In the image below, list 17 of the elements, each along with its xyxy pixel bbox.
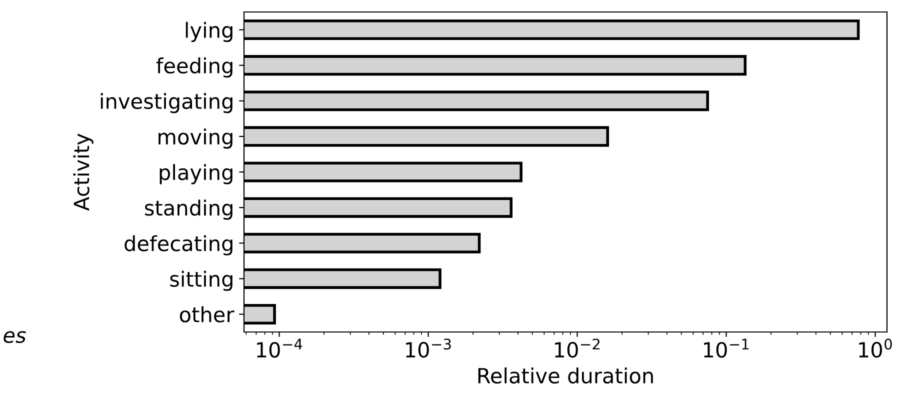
y-tick-label: playing <box>160 164 232 184</box>
y-tick-label: investigating <box>100 92 232 114</box>
y-tick-label: sitting <box>170 270 232 291</box>
y-tick-label: feeding <box>156 57 232 78</box>
x-tick-label: 10$^{−2}$ <box>555 338 600 358</box>
x-axis-title: Relative duration <box>478 367 653 384</box>
y-axis-title: Activity <box>73 134 94 211</box>
text: es <box>4 331 26 344</box>
y-tick-label: moving <box>158 128 232 149</box>
y-tick-label: other <box>180 306 234 322</box>
x-tick-label: 10$^{−4}$ <box>257 338 302 358</box>
x-tick-label: 10$^{0}$ <box>859 338 892 358</box>
y-tick-label: defecating <box>124 235 232 256</box>
x-tick-label: 10$^{−1}$ <box>704 338 749 358</box>
y-tick-label: standing <box>144 200 232 220</box>
y-tick-label: lying <box>186 22 232 42</box>
x-tick-label: 10$^{−3}$ <box>406 338 451 358</box>
